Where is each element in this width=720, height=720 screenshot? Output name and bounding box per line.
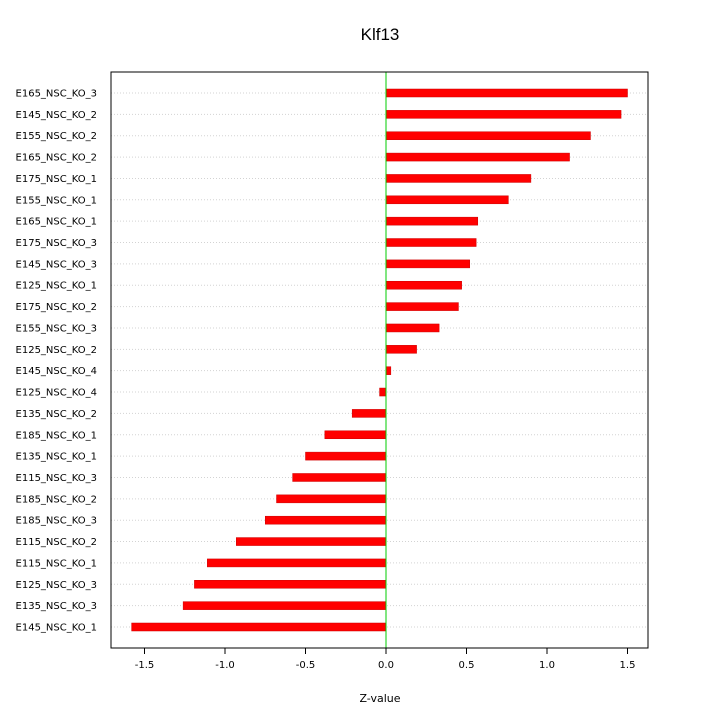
category-label: E145_NSC_KO_4 [16,366,97,377]
bar-e115-nsc-ko-2 [236,537,387,546]
category-label: E135_NSC_KO_3 [16,601,97,612]
bar-e145-nsc-ko-4 [385,366,392,375]
gridlines [111,92,648,628]
category-label: E175_NSC_KO_1 [16,174,97,185]
category-label: E155_NSC_KO_1 [16,195,97,206]
category-label: E185_NSC_KO_1 [16,430,97,441]
bar-e155-nsc-ko-3 [385,323,440,333]
category-label: E165_NSC_KO_2 [16,153,97,164]
bar-e125-nsc-ko-1 [385,280,462,290]
category-label: E175_NSC_KO_3 [16,238,97,249]
bar-e125-nsc-ko-3 [194,580,387,589]
category-label: E175_NSC_KO_2 [16,302,97,313]
category-label: E145_NSC_KO_1 [16,623,97,634]
bar-e175-nsc-ko-3 [385,238,477,247]
bar-e115-nsc-ko-3 [292,473,387,482]
category-label: E115_NSC_KO_1 [16,558,97,569]
category-label: E145_NSC_KO_3 [16,259,97,270]
x-axis: -1.5 -1.0 -0.5 0.0 0.5 1.0 1.5 [135,648,636,671]
x-tick-label: 0.5 [459,660,475,671]
x-tick-label: 0.0 [378,660,394,671]
bar-e125-nsc-ko-2 [385,345,417,354]
bars [131,88,628,632]
bar-e145-nsc-ko-1 [131,622,387,632]
bar-e145-nsc-ko-2 [385,110,622,119]
bar-e155-nsc-ko-1 [385,195,509,205]
category-label: E125_NSC_KO_1 [16,281,97,292]
bar-e155-nsc-ko-2 [385,131,591,140]
category-label: E165_NSC_KO_3 [16,89,97,100]
bar-e135-nsc-ko-3 [182,601,387,610]
chart-title: Klf13 [361,25,400,44]
bar-e175-nsc-ko-1 [385,174,532,183]
bar-e185-nsc-ko-2 [276,494,387,504]
x-tick-label: -1.0 [215,660,235,671]
category-labels: E165_NSC_KO_3 E145_NSC_KO_2 E155_NSC_KO_2 E… [16,89,97,634]
category-label: E125_NSC_KO_2 [16,345,97,356]
bar-e165-nsc-ko-1 [385,216,479,226]
bar-e135-nsc-ko-1 [305,451,387,461]
category-label: E155_NSC_KO_2 [16,131,97,142]
x-tick-label: 1.0 [539,660,555,671]
bar-e145-nsc-ko-3 [385,259,470,269]
category-label: E185_NSC_KO_2 [16,494,97,505]
category-label: E115_NSC_KO_3 [16,473,97,484]
category-label: E135_NSC_KO_2 [16,409,97,420]
bar-e175-nsc-ko-2 [385,302,459,311]
category-label: E125_NSC_KO_4 [16,388,97,399]
x-tick-label: -0.5 [296,660,316,671]
bar-e115-nsc-ko-1 [207,558,387,568]
bar-e135-nsc-ko-2 [351,409,387,418]
category-label: E145_NSC_KO_2 [16,110,97,121]
bar-e125-nsc-ko-4 [379,387,387,397]
category-label: E155_NSC_KO_3 [16,323,97,334]
bar-e185-nsc-ko-3 [265,515,387,525]
plot-frame [110,71,649,649]
bar-e165-nsc-ko-2 [385,152,570,162]
category-label: E125_NSC_KO_3 [16,580,97,591]
category-label: E165_NSC_KO_1 [16,217,97,228]
category-label: E185_NSC_KO_3 [16,516,97,527]
bar-e165-nsc-ko-3 [385,88,628,98]
category-label: E115_NSC_KO_2 [16,537,97,548]
x-axis-label: Z-value [359,692,400,705]
category-label: E135_NSC_KO_1 [16,452,97,463]
x-tick-label: -1.5 [135,660,155,671]
x-tick-label: 1.5 [620,660,636,671]
bar-e185-nsc-ko-1 [324,430,387,440]
